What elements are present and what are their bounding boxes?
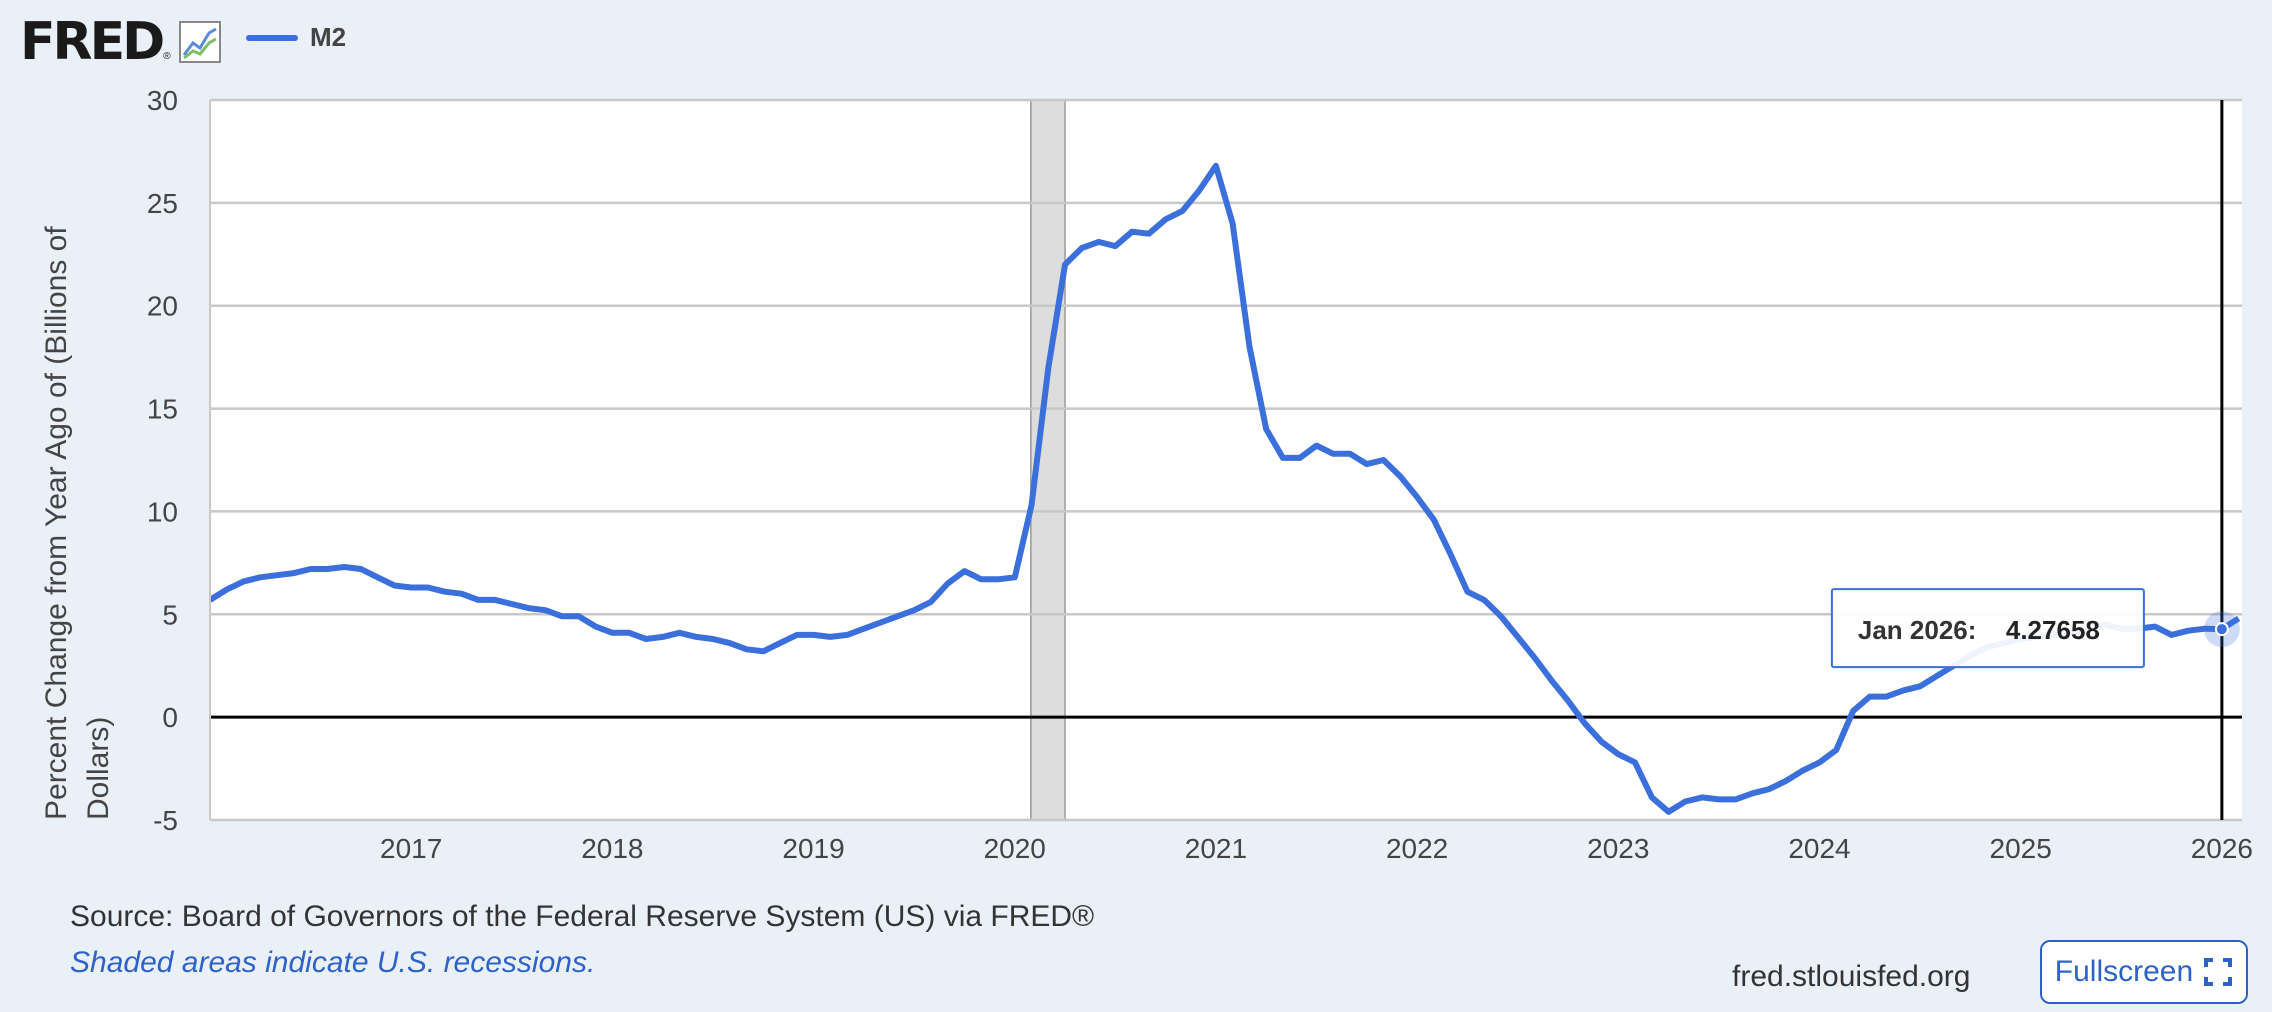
fred-logo[interactable]: FRED ® xyxy=(20,14,221,70)
plot-area xyxy=(210,100,2242,820)
x-tick-label: 2019 xyxy=(782,833,844,864)
x-tick-label: 2025 xyxy=(1990,833,2052,864)
legend[interactable]: M2 xyxy=(246,22,346,53)
y-tick-label: -5 xyxy=(153,805,178,836)
legend-label-m2: M2 xyxy=(310,22,347,52)
y-tick-label: 10 xyxy=(147,496,178,527)
fred-logo-text: FRED xyxy=(20,12,165,72)
y-axis-label-line: Dollars) xyxy=(82,717,115,820)
line-graph-icon xyxy=(178,21,221,63)
recession-note: Shaded areas indicate U.S. recessions. xyxy=(70,946,596,979)
fullscreen-button[interactable]: Fullscreen xyxy=(2040,940,2248,1004)
x-tick-label: 2022 xyxy=(1386,833,1448,864)
y-tick-label: 15 xyxy=(147,394,178,425)
y-tick-label: 0 xyxy=(162,702,178,733)
tooltip-date: Jan 2026: xyxy=(1858,615,1977,645)
x-tick-label: 2020 xyxy=(984,833,1046,864)
x-tick-label: 2017 xyxy=(380,833,442,864)
hover-point xyxy=(2214,622,2229,637)
y-axis-label-line: Percent Change from Year Ago of (Billion… xyxy=(40,226,73,820)
fullscreen-icon xyxy=(2204,958,2233,986)
source-text: Source: Board of Governors of the Federa… xyxy=(70,900,1095,933)
fullscreen-label: Fullscreen xyxy=(2054,955,2194,988)
y-tick-label: 5 xyxy=(162,599,178,630)
legend-swatch-m2 xyxy=(246,34,298,41)
registered-mark: ® xyxy=(163,51,171,62)
x-tick-label: 2024 xyxy=(1788,833,1850,864)
site-url[interactable]: fred.stlouisfed.org xyxy=(1732,960,1971,993)
y-tick-label: 25 xyxy=(147,188,178,219)
y-axis-label: Percent Change from Year Ago of (Billion… xyxy=(40,226,115,820)
x-tick-label: 2023 xyxy=(1587,833,1649,864)
tooltip-value: 4.27658 xyxy=(2006,615,2100,645)
x-tick-label: 2018 xyxy=(581,833,643,864)
y-tick-label: 30 xyxy=(147,85,178,116)
series-line-m2 xyxy=(210,162,2241,815)
tooltip-box xyxy=(1830,588,2145,669)
x-tick-label: 2026 xyxy=(2191,833,2253,864)
y-tick-label: 20 xyxy=(147,291,178,322)
x-tick-label: 2021 xyxy=(1185,833,1247,864)
